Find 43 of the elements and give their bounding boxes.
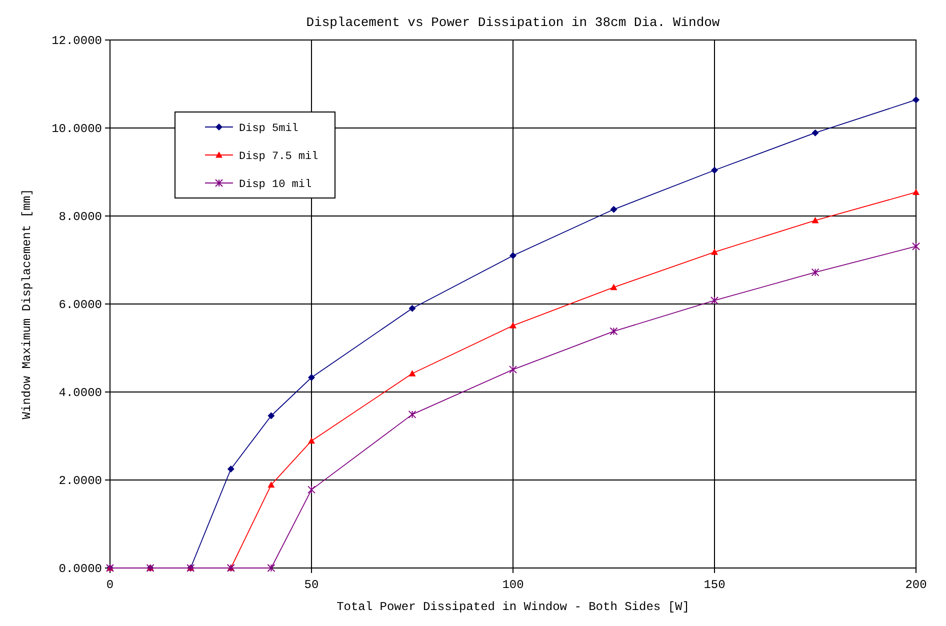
point [812, 216, 819, 224]
y-tick-label: 6.0000 [58, 298, 102, 312]
point [710, 296, 718, 304]
point [610, 327, 618, 336]
point [912, 188, 920, 196]
point [268, 412, 275, 420]
point [811, 268, 820, 276]
x-tick-label: 150 [704, 578, 726, 592]
y-tick-label: 4.0000 [58, 386, 102, 400]
x-tick-label: 100 [502, 578, 524, 592]
y-axis-title: Window Maximum Displacement [mm] [20, 188, 34, 420]
x-axis-title: Total Power Dissipated in Window - Both Sides [W] [336, 600, 690, 614]
x-tick-label: 0 [106, 578, 114, 592]
point [308, 437, 315, 444]
x-tick-label: 200 [905, 578, 927, 592]
point [912, 96, 920, 104]
point [308, 486, 316, 494]
x-tick-label: 50 [304, 578, 319, 592]
point [227, 466, 234, 472]
point [812, 129, 819, 136]
point [711, 166, 718, 174]
y-tick-label: 2.0000 [58, 474, 102, 488]
y-tick-label: 8.0000 [58, 210, 102, 224]
chart-title: Displacement vs Power Dissipation in 38cm Dia. Window [306, 15, 720, 30]
point [610, 206, 618, 213]
legend-label: Disp 5mil [239, 123, 298, 135]
y-tick-label: 10.0000 [52, 122, 102, 136]
point [610, 284, 618, 290]
point [408, 370, 416, 376]
point [267, 564, 276, 572]
point [509, 366, 517, 374]
legend-label: Disp 7.5 mil [239, 151, 318, 163]
point [268, 481, 275, 488]
legend-label: Disp 10 mil [239, 179, 312, 191]
point [408, 410, 416, 418]
point [510, 252, 516, 260]
point [510, 322, 516, 328]
y-tick-label: 12.0000 [52, 34, 102, 48]
point [308, 374, 315, 381]
point [912, 242, 920, 250]
point [408, 304, 416, 312]
point [711, 248, 718, 255]
y-tick-label: 0.0000 [58, 562, 102, 576]
